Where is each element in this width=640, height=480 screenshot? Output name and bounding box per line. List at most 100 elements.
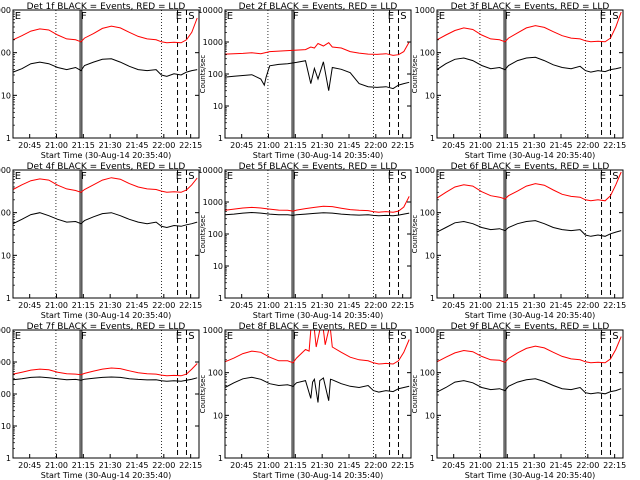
y-tick-label: 1 bbox=[430, 134, 435, 143]
x-axis-label: Start Time (30-Aug-14 20:35:40) bbox=[465, 471, 596, 480]
y-tick-label: 1 bbox=[218, 294, 223, 303]
marker-label: S bbox=[612, 331, 618, 342]
x-tick-label: 22:00 bbox=[152, 301, 175, 310]
x-tick-label: 21:00 bbox=[257, 141, 280, 150]
x-axis-label: Start Time (30-Aug-14 20:35:40) bbox=[41, 151, 172, 160]
x-tick-label: 20:45 bbox=[442, 461, 465, 470]
events-series-line bbox=[12, 212, 198, 229]
y-axis-label: Counts/sec bbox=[411, 215, 419, 254]
panel-title: Det 5f BLACK = Events, RED = LLD bbox=[239, 162, 398, 172]
y-tick-label: 10000 bbox=[198, 166, 223, 175]
x-tick-label: 22:15 bbox=[179, 461, 202, 470]
panel-title: Det 7f BLACK = Events, RED = LLD bbox=[27, 322, 186, 332]
panel-title: Det 6f BLACK = Events, RED = LLD bbox=[451, 162, 610, 172]
marker-label: E bbox=[15, 171, 21, 182]
y-tick-label: 100 bbox=[0, 209, 11, 218]
events-series-line bbox=[12, 376, 198, 382]
y-tick-label: 1000 bbox=[203, 198, 223, 207]
x-tick-label: 22:00 bbox=[576, 141, 599, 150]
marker-label: F bbox=[293, 331, 299, 342]
marker-label: S bbox=[188, 331, 194, 342]
x-tick-label: 20:45 bbox=[230, 141, 253, 150]
x-tick-label: 20:45 bbox=[442, 301, 465, 310]
lld-series-line bbox=[12, 177, 198, 193]
y-tick-label: 1 bbox=[6, 454, 11, 463]
y-tick-label: 1 bbox=[430, 454, 435, 463]
x-tick-label: 21:45 bbox=[337, 301, 360, 310]
events-series-line bbox=[224, 211, 410, 217]
marker-label: E bbox=[388, 171, 394, 182]
x-tick-label: 21:00 bbox=[469, 461, 492, 470]
y-tick-label: 10000 bbox=[0, 326, 11, 335]
plot-frame bbox=[436, 169, 624, 299]
x-tick-label: 21:45 bbox=[549, 301, 572, 310]
y-tick-label: 100 bbox=[0, 49, 11, 58]
y-tick-label: 1 bbox=[6, 134, 11, 143]
marker-label: S bbox=[612, 11, 618, 22]
x-tick-label: 21:15 bbox=[284, 461, 307, 470]
x-tick-label: 21:30 bbox=[523, 141, 546, 150]
x-tick-label: 22:00 bbox=[576, 301, 599, 310]
panel-title: Det 8f BLACK = Events, RED = LLD bbox=[239, 322, 398, 332]
y-axis-label: Counts/sec bbox=[411, 55, 419, 94]
y-tick-label: 100 bbox=[0, 390, 11, 399]
y-tick-label: 100 bbox=[208, 70, 223, 79]
plot-frame bbox=[224, 329, 412, 459]
x-tick-label: 20:45 bbox=[18, 461, 41, 470]
x-tick-label: 21:00 bbox=[257, 301, 280, 310]
x-tick-label: 22:15 bbox=[179, 141, 202, 150]
plot-frame bbox=[12, 169, 200, 299]
events-series-line bbox=[224, 60, 410, 91]
plot-frame bbox=[436, 329, 624, 459]
x-tick-label: 21:30 bbox=[523, 301, 546, 310]
marker-label: E bbox=[600, 11, 606, 22]
y-tick-label: 10 bbox=[213, 102, 223, 111]
x-tick-label: 21:15 bbox=[496, 461, 519, 470]
x-tick-label: 20:45 bbox=[230, 461, 253, 470]
x-tick-label: 20:45 bbox=[18, 301, 41, 310]
x-tick-label: 22:00 bbox=[364, 461, 387, 470]
y-tick-label: 1000 bbox=[0, 6, 11, 15]
x-tick-label: 22:00 bbox=[152, 141, 175, 150]
marker-label: E bbox=[439, 171, 445, 182]
events-series-line bbox=[436, 220, 622, 237]
x-tick-label: 22:15 bbox=[603, 461, 626, 470]
x-tick-label: 21:45 bbox=[125, 461, 148, 470]
x-axis-label: Start Time (30-Aug-14 20:35:40) bbox=[253, 471, 384, 480]
x-tick-label: 21:00 bbox=[257, 461, 280, 470]
x-tick-label: 22:00 bbox=[576, 461, 599, 470]
x-tick-label: 21:00 bbox=[45, 461, 68, 470]
y-tick-label: 10 bbox=[1, 422, 11, 431]
y-tick-label: 10 bbox=[213, 411, 223, 420]
y-tick-label: 1 bbox=[218, 134, 223, 143]
lld-series-line bbox=[224, 329, 410, 365]
marker-label: F bbox=[293, 171, 299, 182]
x-tick-label: 21:30 bbox=[99, 461, 122, 470]
x-tick-label: 20:45 bbox=[18, 141, 41, 150]
lld-series-line bbox=[436, 11, 622, 43]
y-tick-label: 1000 bbox=[203, 326, 223, 335]
lld-series-line bbox=[224, 196, 410, 213]
x-tick-label: 21:45 bbox=[549, 141, 572, 150]
x-tick-label: 21:00 bbox=[469, 141, 492, 150]
x-tick-label: 21:30 bbox=[99, 301, 122, 310]
marker-label: E bbox=[15, 11, 21, 22]
events-series-line bbox=[224, 376, 410, 403]
x-tick-label: 21:15 bbox=[72, 301, 95, 310]
x-tick-label: 21:30 bbox=[311, 141, 334, 150]
x-tick-label: 21:30 bbox=[523, 461, 546, 470]
x-tick-label: 21:45 bbox=[125, 141, 148, 150]
y-tick-label: 10 bbox=[425, 411, 435, 420]
y-tick-label: 1 bbox=[6, 294, 11, 303]
events-series-line bbox=[436, 56, 622, 73]
x-tick-label: 21:30 bbox=[99, 141, 122, 150]
x-tick-label: 21:45 bbox=[337, 461, 360, 470]
x-axis-label: Start Time (30-Aug-14 20:35:40) bbox=[41, 471, 172, 480]
marker-label: F bbox=[505, 331, 511, 342]
marker-label: E bbox=[15, 331, 21, 342]
